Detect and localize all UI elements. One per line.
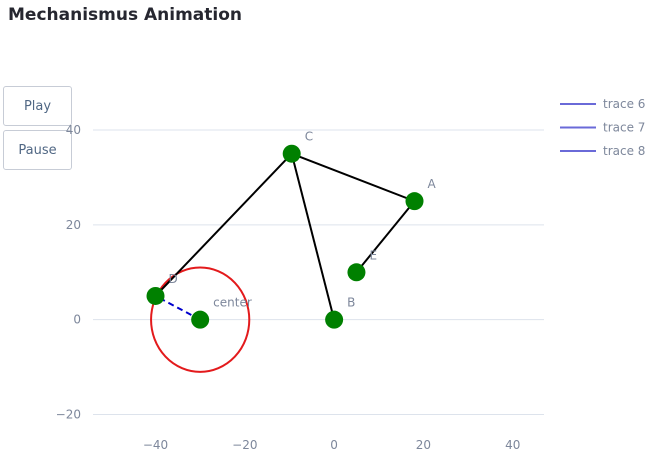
- link-a-e: [355, 200, 416, 273]
- joint-a: [405, 192, 424, 211]
- joint-center: [191, 310, 210, 329]
- joint-label-d: D: [169, 272, 178, 286]
- links-layer: [154, 152, 416, 321]
- legend-item-trace-7: trace 7: [603, 121, 645, 135]
- crank-circle-layer: [150, 266, 251, 373]
- page-title: Mechanismus Animation: [8, 5, 243, 25]
- crank-circle: [150, 266, 251, 373]
- x-tick-label-40: −40: [143, 438, 168, 452]
- joint-label-center: center: [213, 296, 252, 310]
- joint-e: [347, 263, 366, 282]
- play-button[interactable]: Play: [3, 86, 72, 126]
- y-tick-label-40: 40: [66, 123, 81, 137]
- y-tick-label-20: 20: [66, 218, 81, 232]
- joint-b: [325, 310, 344, 329]
- x-axis-ticks: −40 −20 0 20 40: [143, 438, 521, 452]
- joint-d: [146, 286, 165, 305]
- joints-layer: [146, 144, 424, 329]
- joint-label-e: E: [369, 248, 377, 262]
- joint-label-b: B: [347, 296, 355, 310]
- x-tick-label-40: 40: [505, 438, 520, 452]
- y-tick-label-20: −20: [56, 408, 81, 422]
- joint-label-c: C: [305, 130, 313, 144]
- link-c-b: [290, 153, 336, 320]
- legend: trace 6 trace 7 trace 8: [560, 97, 645, 158]
- pause-button[interactable]: Pause: [3, 130, 72, 170]
- link-c-a: [291, 152, 415, 203]
- y-tick-label-0: 0: [73, 313, 81, 327]
- joint-label-a: A: [428, 177, 437, 191]
- grid-lines: [93, 129, 544, 416]
- legend-item-trace-6: trace 6: [603, 97, 645, 111]
- x-tick-label-0: 0: [330, 438, 338, 452]
- x-tick-label-20: −20: [232, 438, 257, 452]
- x-tick-label-20: 20: [416, 438, 431, 452]
- y-axis-ticks: −20 0 20 40: [56, 123, 81, 422]
- link-d-c: [154, 153, 293, 297]
- joint-c: [282, 144, 301, 163]
- legend-item-trace-8: trace 8: [603, 144, 645, 158]
